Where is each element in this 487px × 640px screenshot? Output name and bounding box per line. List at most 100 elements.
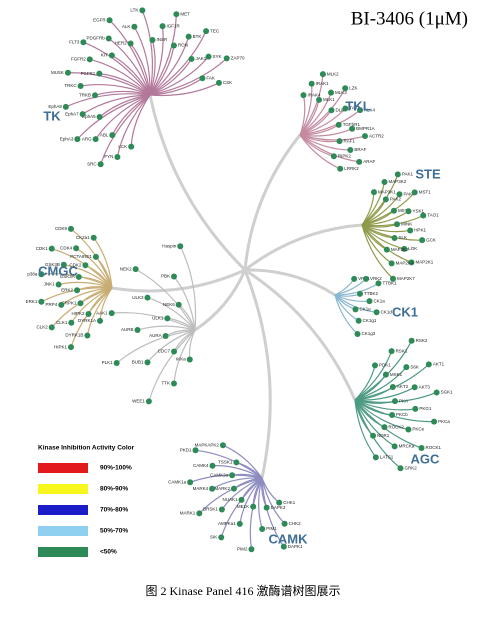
kinase-label: PKCa: [438, 419, 450, 424]
kinase-label: PAK1: [402, 172, 414, 177]
branch: [173, 276, 196, 331]
branch: [299, 92, 332, 136]
branch: [173, 329, 196, 384]
kinase-node: [203, 28, 210, 35]
kinase-node: [336, 138, 343, 145]
kinase-label: INSR: [156, 37, 168, 42]
kinase-node: [382, 196, 389, 203]
branch: [222, 444, 263, 479]
branch: [299, 128, 353, 137]
branch: [354, 399, 409, 431]
branch: [354, 399, 377, 458]
kinase-label: MST2: [398, 208, 410, 213]
kinase-label: CSK: [223, 80, 232, 85]
trunk-branch: [244, 268, 357, 401]
kinase-label: LOK: [408, 246, 417, 251]
kinase-label: PAK2: [390, 197, 402, 202]
kinase-label: MAP2K1: [415, 260, 433, 265]
kinase-label: BMPR1A: [356, 126, 375, 131]
kinase-node: [170, 273, 177, 280]
kinase-node: [80, 39, 87, 46]
kinase-node: [308, 80, 315, 87]
kinase-node: [134, 327, 141, 333]
kinase-label: JAK1: [196, 56, 207, 61]
kinase-node: [108, 52, 115, 59]
kinase-node: [162, 332, 169, 339]
kinase-node: [390, 275, 396, 282]
kinase-label: ERK2: [61, 287, 73, 292]
kinase-node: [328, 89, 335, 96]
title: BI-3406 (1μM): [351, 8, 468, 29]
kinase-label: TTBK1: [382, 281, 397, 286]
legend-swatch: [38, 547, 88, 557]
branch: [111, 54, 151, 96]
kinase-label: PKG1: [419, 406, 432, 411]
kinase-label: PIM1: [266, 526, 277, 531]
kinase-label: MARK4: [193, 486, 209, 491]
kinase-label: RSK1: [396, 348, 408, 353]
kinase-label: CAMK2a: [210, 472, 229, 477]
kinase-label: PRP4: [45, 302, 57, 307]
kinase-node: [145, 398, 152, 405]
branch: [261, 477, 285, 547]
branch: [149, 26, 164, 96]
kinase-node: [128, 143, 135, 150]
branch: [148, 329, 196, 402]
kinase-label: MLK1: [323, 97, 335, 102]
kinase-node: [132, 266, 139, 273]
legend-swatch: [38, 463, 88, 473]
kinase-label: FGFR1: [81, 71, 96, 76]
kinase-label: ARG: [82, 136, 92, 141]
kinase-node: [144, 294, 151, 301]
kinase-label: HER2: [115, 41, 128, 46]
kinase-node: [84, 332, 91, 339]
kinase-node: [175, 301, 182, 308]
kinase-label: TGFbR1: [343, 122, 361, 127]
kinase-label: EphA8: [48, 104, 62, 109]
kinase-node: [97, 161, 104, 168]
kinase-node: [187, 479, 194, 486]
kinase-label: Haspin: [162, 243, 177, 248]
kinase-node: [86, 56, 93, 63]
kinase-label: CDK1: [36, 246, 49, 251]
kinase-node: [363, 275, 370, 282]
kinase-label: WEE1: [132, 399, 145, 404]
kinase-node: [192, 447, 199, 454]
kinase-label: ACTR2: [369, 133, 384, 138]
group-label: STE: [415, 166, 441, 181]
kinase-node: [337, 165, 344, 172]
kinase-node: [82, 262, 89, 269]
kinase-label: DYRK1A: [78, 318, 96, 323]
kinase-label: GRK2: [404, 465, 417, 470]
kinase-node: [67, 225, 74, 232]
kinase-node: [199, 75, 206, 82]
kinase-node: [383, 246, 390, 253]
kinase-node: [55, 281, 62, 288]
kinase-node: [391, 398, 398, 405]
kinase-label: NEK6: [163, 302, 175, 307]
branch: [221, 477, 263, 510]
kinase-node: [248, 546, 255, 553]
kinase-label: CK2a1: [76, 235, 90, 240]
kinase-node: [106, 17, 113, 24]
kinase-label: S6K: [410, 364, 419, 369]
branch: [249, 477, 263, 550]
group-label: CMGC: [38, 263, 78, 278]
kinase-node: [108, 310, 115, 317]
kinase-node: [109, 132, 116, 139]
kinase-node: [347, 146, 354, 153]
kinase-node: [92, 253, 99, 260]
kinase-label: CDK9: [55, 226, 68, 231]
kinase-label: TTBK2: [364, 291, 379, 296]
kinase-node: [335, 121, 342, 128]
kinase-label: MAP2K2: [391, 247, 409, 252]
kinase-node: [342, 85, 349, 92]
kinase-node: [127, 40, 134, 47]
kinase-label: DAPK1: [288, 544, 303, 549]
kinase-label: BTK: [193, 34, 202, 39]
kinase-label: IKKa: [176, 357, 186, 362]
kinase-node: [381, 179, 388, 186]
kinase-label: CAMK4: [193, 463, 209, 468]
kinase-label: RSK2: [416, 338, 428, 343]
kinase-node: [280, 543, 287, 550]
